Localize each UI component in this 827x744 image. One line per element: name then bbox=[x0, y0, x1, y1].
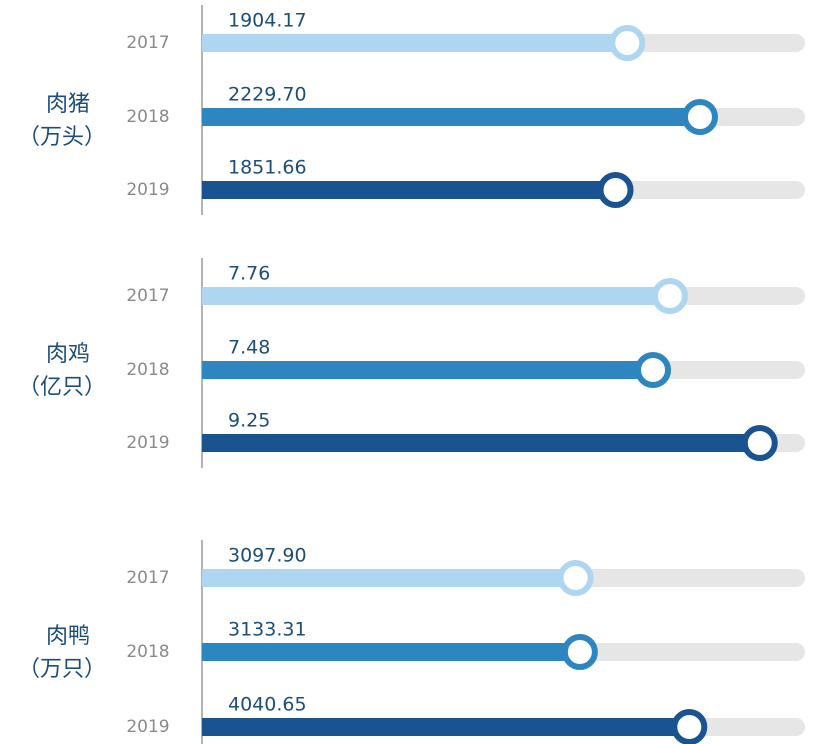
bar-end bbox=[651, 278, 688, 314]
group-title: 肉鸭 bbox=[46, 624, 90, 649]
year-label: 2019 bbox=[126, 180, 169, 200]
value-label: 9.25 bbox=[228, 410, 270, 432]
bar bbox=[202, 287, 670, 305]
year-label: 2017 bbox=[126, 33, 169, 53]
bar-end bbox=[597, 172, 634, 208]
value-label: 7.48 bbox=[228, 337, 270, 359]
bar bbox=[202, 361, 654, 379]
bar bbox=[202, 569, 576, 587]
bar bbox=[202, 718, 690, 736]
bar-end bbox=[741, 425, 778, 461]
year-label: 2017 bbox=[126, 286, 169, 306]
group-title: 肉鸡 bbox=[46, 342, 90, 367]
bar-end bbox=[671, 709, 708, 744]
group-unit: （万只） bbox=[18, 657, 106, 682]
bar-end bbox=[557, 560, 594, 596]
bar bbox=[202, 181, 616, 199]
value-label: 2229.70 bbox=[228, 84, 307, 106]
bar-end bbox=[681, 99, 718, 135]
group-unit: （亿只） bbox=[18, 375, 106, 400]
year-label: 2018 bbox=[126, 642, 169, 662]
bar-end bbox=[609, 25, 646, 61]
value-label: 1851.66 bbox=[228, 157, 307, 179]
group-title: 肉猪 bbox=[46, 92, 90, 117]
value-label: 1904.17 bbox=[228, 10, 307, 32]
bar-end bbox=[561, 634, 598, 670]
bar bbox=[202, 34, 628, 52]
year-label: 2018 bbox=[126, 360, 169, 380]
group-unit: （万头） bbox=[18, 125, 106, 150]
year-label: 2017 bbox=[126, 568, 169, 588]
bar bbox=[202, 108, 700, 126]
year-label: 2019 bbox=[126, 433, 169, 453]
value-label: 3097.90 bbox=[228, 545, 307, 567]
bar bbox=[202, 434, 760, 452]
value-label: 7.76 bbox=[228, 263, 270, 285]
year-label: 2018 bbox=[126, 107, 169, 127]
bar-end bbox=[635, 352, 672, 388]
value-label: 3133.31 bbox=[228, 619, 307, 641]
bar bbox=[202, 643, 580, 661]
year-label: 2019 bbox=[126, 717, 169, 737]
value-label: 4040.65 bbox=[228, 694, 307, 716]
